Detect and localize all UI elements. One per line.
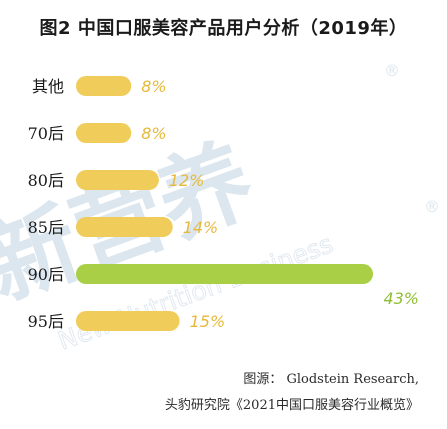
watermark-registered-mark: ® <box>384 61 400 80</box>
chart-title: 图2 中国口服美容产品用户分析（2019年） <box>39 18 408 39</box>
value-label: 8% <box>141 124 166 143</box>
bar <box>76 264 373 284</box>
value-label: 8% <box>141 77 166 96</box>
bar <box>76 170 159 190</box>
watermark-registered-mark-2: ® <box>424 197 440 216</box>
value-label: 15% <box>190 312 226 331</box>
category-label: 其他 <box>32 77 64 96</box>
value-label: 14% <box>183 218 219 237</box>
category-label: 95后 <box>28 312 64 331</box>
bar <box>76 76 132 96</box>
bar <box>76 217 173 237</box>
category-label: 90后 <box>28 265 64 284</box>
source-line-1: 图源： Glodstein Research, <box>243 372 419 387</box>
value-label: 12% <box>169 171 205 190</box>
bar <box>76 311 180 331</box>
value-label: 43% <box>383 289 419 308</box>
category-label: 80后 <box>28 171 64 190</box>
category-label: 85后 <box>28 218 64 237</box>
category-label: 70后 <box>28 124 64 143</box>
bar <box>76 123 132 143</box>
source-line-2: 头豹研究院《2021中国口服美容行业概览》 <box>164 398 419 413</box>
